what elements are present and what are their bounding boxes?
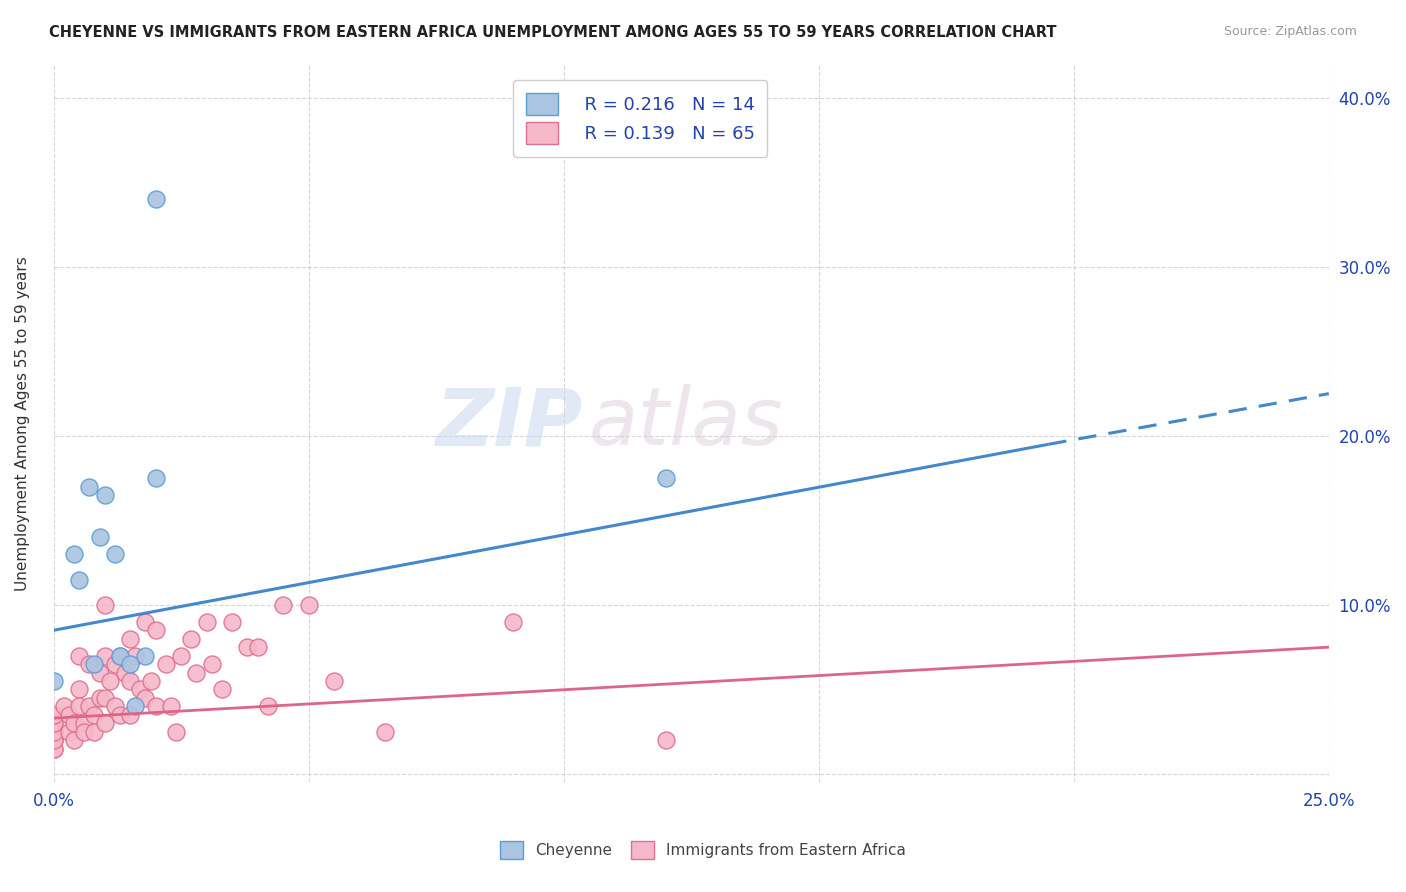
Point bbox=[79, 480, 101, 494]
Point bbox=[186, 665, 208, 680]
Point bbox=[67, 648, 90, 663]
Point bbox=[42, 707, 65, 722]
Point bbox=[145, 699, 167, 714]
Point bbox=[160, 699, 183, 714]
Point bbox=[73, 724, 96, 739]
Legend:   R = 0.216   N = 14,   R = 0.139   N = 65: R = 0.216 N = 14, R = 0.139 N = 65 bbox=[513, 80, 768, 157]
Point bbox=[98, 673, 121, 688]
Point bbox=[236, 640, 259, 655]
Point bbox=[165, 724, 187, 739]
Point bbox=[108, 648, 131, 663]
Point bbox=[201, 657, 224, 671]
Point bbox=[67, 573, 90, 587]
Point bbox=[42, 673, 65, 688]
Point bbox=[134, 648, 156, 663]
Point bbox=[120, 632, 142, 646]
Point bbox=[114, 665, 136, 680]
Text: atlas: atlas bbox=[589, 384, 785, 462]
Point bbox=[42, 724, 65, 739]
Point bbox=[93, 690, 115, 705]
Point bbox=[93, 648, 115, 663]
Point bbox=[79, 657, 101, 671]
Point bbox=[93, 716, 115, 731]
Point bbox=[89, 690, 111, 705]
Point bbox=[180, 632, 202, 646]
Point bbox=[42, 716, 65, 731]
Point bbox=[145, 192, 167, 206]
Point bbox=[211, 682, 233, 697]
Point bbox=[67, 682, 90, 697]
Point bbox=[129, 682, 152, 697]
Text: ZIP: ZIP bbox=[436, 384, 583, 462]
Point bbox=[89, 665, 111, 680]
Point bbox=[42, 724, 65, 739]
Point bbox=[170, 648, 193, 663]
Point bbox=[124, 648, 146, 663]
Point bbox=[42, 741, 65, 756]
Point bbox=[134, 615, 156, 629]
Point bbox=[502, 615, 524, 629]
Point bbox=[374, 724, 396, 739]
Point bbox=[271, 598, 294, 612]
Point bbox=[120, 707, 142, 722]
Point bbox=[246, 640, 269, 655]
Point bbox=[155, 657, 177, 671]
Point bbox=[134, 690, 156, 705]
Point bbox=[42, 733, 65, 747]
Legend: Cheyenne, Immigrants from Eastern Africa: Cheyenne, Immigrants from Eastern Africa bbox=[494, 835, 912, 864]
Point bbox=[67, 699, 90, 714]
Point bbox=[42, 733, 65, 747]
Point bbox=[79, 699, 101, 714]
Point bbox=[120, 673, 142, 688]
Point bbox=[104, 547, 127, 561]
Point bbox=[221, 615, 243, 629]
Text: Source: ZipAtlas.com: Source: ZipAtlas.com bbox=[1223, 25, 1357, 38]
Point bbox=[89, 530, 111, 544]
Point bbox=[104, 699, 127, 714]
Text: CHEYENNE VS IMMIGRANTS FROM EASTERN AFRICA UNEMPLOYMENT AMONG AGES 55 TO 59 YEAR: CHEYENNE VS IMMIGRANTS FROM EASTERN AFRI… bbox=[49, 25, 1057, 40]
Point bbox=[256, 699, 278, 714]
Point bbox=[83, 657, 105, 671]
Point bbox=[654, 733, 676, 747]
Point bbox=[58, 707, 80, 722]
Point bbox=[83, 707, 105, 722]
Point bbox=[145, 471, 167, 485]
Point bbox=[42, 733, 65, 747]
Point bbox=[104, 657, 127, 671]
Point bbox=[63, 716, 86, 731]
Point bbox=[323, 673, 346, 688]
Point bbox=[195, 615, 218, 629]
Point bbox=[145, 624, 167, 638]
Point bbox=[73, 716, 96, 731]
Point bbox=[42, 741, 65, 756]
Y-axis label: Unemployment Among Ages 55 to 59 years: Unemployment Among Ages 55 to 59 years bbox=[15, 256, 30, 591]
Point bbox=[93, 598, 115, 612]
Point bbox=[654, 471, 676, 485]
Point bbox=[52, 699, 75, 714]
Point bbox=[120, 657, 142, 671]
Point bbox=[108, 707, 131, 722]
Point bbox=[93, 488, 115, 502]
Point bbox=[58, 724, 80, 739]
Point bbox=[124, 699, 146, 714]
Point bbox=[63, 733, 86, 747]
Point bbox=[63, 547, 86, 561]
Point bbox=[42, 716, 65, 731]
Point bbox=[298, 598, 321, 612]
Point bbox=[83, 724, 105, 739]
Point bbox=[108, 648, 131, 663]
Point bbox=[139, 673, 162, 688]
